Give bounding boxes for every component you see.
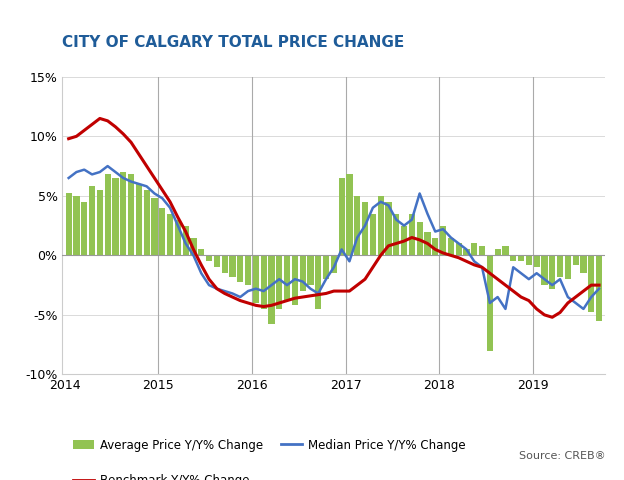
Bar bbox=[331, 255, 337, 273]
Bar bbox=[346, 174, 353, 255]
Bar bbox=[534, 255, 540, 267]
Bar bbox=[120, 172, 126, 255]
Bar bbox=[417, 222, 423, 255]
Bar bbox=[128, 174, 134, 255]
Bar bbox=[378, 196, 384, 255]
Bar bbox=[542, 255, 548, 285]
Bar bbox=[479, 246, 485, 255]
Bar bbox=[596, 255, 602, 321]
Bar bbox=[253, 255, 259, 303]
Bar bbox=[369, 214, 376, 255]
Bar bbox=[487, 255, 493, 350]
Bar bbox=[463, 250, 469, 255]
Bar bbox=[393, 214, 399, 255]
Bar bbox=[339, 178, 344, 255]
Bar bbox=[261, 255, 267, 309]
Bar bbox=[502, 246, 509, 255]
Bar bbox=[268, 255, 275, 324]
Bar bbox=[525, 255, 532, 265]
Bar bbox=[284, 255, 290, 300]
Bar bbox=[557, 255, 563, 277]
Bar bbox=[89, 186, 95, 255]
Bar bbox=[471, 243, 477, 255]
Bar bbox=[198, 250, 205, 255]
Bar bbox=[549, 255, 555, 288]
Bar bbox=[308, 255, 314, 285]
Bar bbox=[323, 255, 329, 279]
Bar bbox=[245, 255, 251, 285]
Bar bbox=[432, 238, 438, 255]
Bar bbox=[206, 255, 212, 261]
Bar bbox=[518, 255, 524, 261]
Bar bbox=[292, 255, 298, 305]
Bar bbox=[97, 190, 103, 255]
Bar bbox=[230, 255, 236, 277]
Bar bbox=[182, 226, 189, 255]
Bar bbox=[81, 202, 87, 255]
Bar bbox=[237, 255, 243, 282]
Bar bbox=[136, 184, 142, 255]
Bar bbox=[213, 255, 220, 267]
Bar bbox=[448, 238, 454, 255]
Bar bbox=[222, 255, 228, 273]
Bar bbox=[362, 202, 368, 255]
Bar bbox=[315, 255, 321, 309]
Legend: Benchmark Y/Y% Change: Benchmark Y/Y% Change bbox=[68, 469, 255, 480]
Bar bbox=[276, 255, 282, 309]
Bar bbox=[565, 255, 571, 279]
Bar bbox=[159, 208, 165, 255]
Bar bbox=[401, 226, 407, 255]
Bar bbox=[494, 250, 500, 255]
Bar bbox=[175, 220, 181, 255]
Text: CITY OF CALGARY TOTAL PRICE CHANGE: CITY OF CALGARY TOTAL PRICE CHANGE bbox=[62, 36, 404, 50]
Bar bbox=[190, 238, 197, 255]
Bar bbox=[300, 255, 306, 291]
Bar bbox=[456, 243, 462, 255]
Bar bbox=[112, 178, 119, 255]
Bar bbox=[354, 196, 360, 255]
Bar bbox=[386, 202, 392, 255]
Bar bbox=[588, 255, 594, 312]
Bar bbox=[580, 255, 587, 273]
Text: Source: CREB®: Source: CREB® bbox=[519, 451, 605, 461]
Bar bbox=[74, 196, 80, 255]
Bar bbox=[510, 255, 517, 261]
Bar bbox=[144, 190, 150, 255]
Bar bbox=[151, 198, 157, 255]
Bar bbox=[105, 174, 111, 255]
Bar bbox=[409, 214, 415, 255]
Bar bbox=[573, 255, 579, 265]
Bar bbox=[66, 193, 72, 255]
Bar bbox=[167, 214, 173, 255]
Bar bbox=[440, 226, 446, 255]
Bar bbox=[424, 231, 431, 255]
